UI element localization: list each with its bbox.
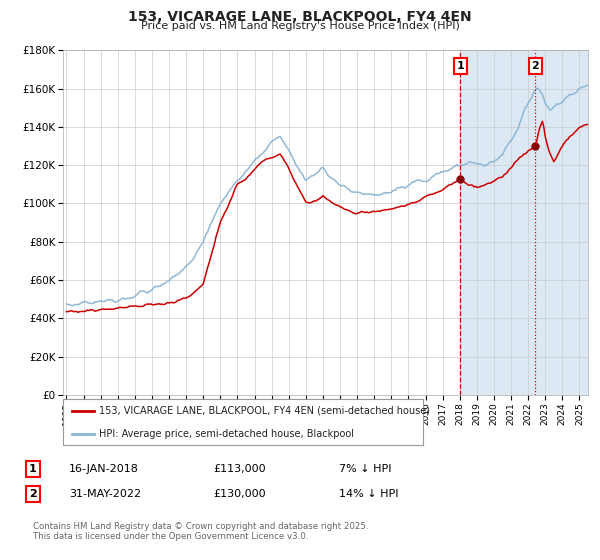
Text: 14% ↓ HPI: 14% ↓ HPI	[339, 489, 398, 499]
Text: Price paid vs. HM Land Registry's House Price Index (HPI): Price paid vs. HM Land Registry's House …	[140, 21, 460, 31]
Text: 16-JAN-2018: 16-JAN-2018	[69, 464, 139, 474]
Text: 2: 2	[29, 489, 37, 499]
Text: 31-MAY-2022: 31-MAY-2022	[69, 489, 141, 499]
Text: 153, VICARAGE LANE, BLACKPOOL, FY4 4EN: 153, VICARAGE LANE, BLACKPOOL, FY4 4EN	[128, 10, 472, 24]
Text: £130,000: £130,000	[213, 489, 266, 499]
Text: 2: 2	[532, 61, 539, 71]
Text: 7% ↓ HPI: 7% ↓ HPI	[339, 464, 391, 474]
Bar	[460, 50, 600, 395]
Text: 1: 1	[457, 61, 464, 71]
Text: Contains HM Land Registry data © Crown copyright and database right 2025.
This d: Contains HM Land Registry data © Crown c…	[33, 522, 368, 542]
Text: 1: 1	[29, 464, 37, 474]
Text: £113,000: £113,000	[213, 464, 266, 474]
Text: 153, VICARAGE LANE, BLACKPOOL, FY4 4EN (semi-detached house): 153, VICARAGE LANE, BLACKPOOL, FY4 4EN (…	[99, 406, 430, 416]
Text: HPI: Average price, semi-detached house, Blackpool: HPI: Average price, semi-detached house,…	[99, 429, 354, 438]
